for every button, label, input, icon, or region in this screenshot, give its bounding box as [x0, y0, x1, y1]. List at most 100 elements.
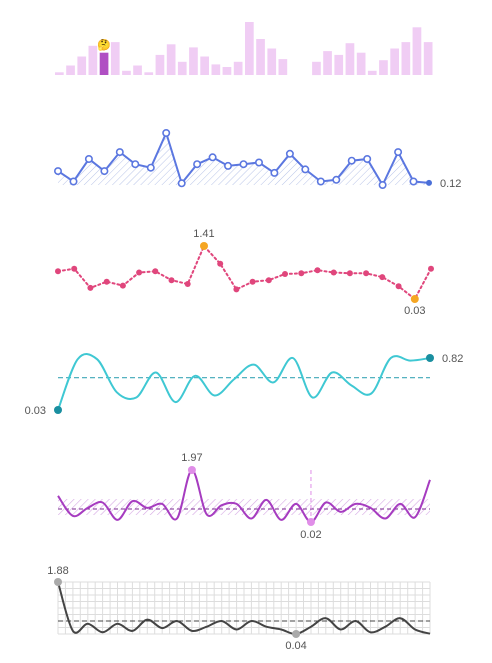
bar — [55, 72, 64, 75]
pink-dotted-sparkline: 1.41 0.03 — [55, 228, 434, 317]
pink-point — [168, 277, 175, 284]
purple-min-point — [306, 518, 315, 526]
bar — [267, 48, 277, 75]
bar — [345, 43, 355, 75]
bar — [77, 56, 87, 75]
pink-point — [233, 286, 240, 293]
bar — [144, 72, 154, 75]
gray-max-point — [54, 578, 62, 586]
blue-point — [224, 161, 233, 170]
pink-point — [71, 265, 78, 272]
gray-min-point — [292, 630, 301, 638]
blue-point — [131, 160, 140, 169]
blue-point — [363, 155, 372, 164]
pink-point — [298, 270, 305, 277]
pink-point — [363, 270, 370, 277]
pink-point — [282, 271, 288, 277]
pink-point — [395, 283, 402, 290]
gray-max-label: 1.88 — [47, 565, 68, 577]
pink-point — [379, 274, 386, 281]
blue-point — [100, 167, 109, 176]
bar — [189, 47, 198, 75]
pink-point — [152, 268, 159, 275]
pink-point — [314, 267, 321, 274]
blue-point — [146, 163, 155, 172]
purple-max-label: 1.97 — [181, 452, 202, 464]
bar — [312, 61, 321, 76]
bar — [222, 67, 232, 75]
pink-point — [87, 284, 94, 291]
bar — [177, 61, 187, 76]
cyan-smooth-sparkline: 0.03 0.82 — [25, 353, 464, 417]
gray-min-label: 0.04 — [285, 640, 306, 652]
bar — [66, 65, 75, 75]
purple-min-label: 0.02 — [300, 529, 321, 541]
pink-max-label: 1.41 — [193, 228, 214, 240]
pink-point — [184, 281, 191, 287]
pink-extreme-point — [200, 242, 208, 250]
bar-sparkline: 🤔 — [55, 22, 433, 76]
bar — [412, 27, 422, 75]
bar — [200, 56, 209, 75]
bar — [401, 42, 411, 75]
bar — [278, 59, 288, 75]
pink-min-label: 0.03 — [404, 305, 425, 317]
pink-point — [119, 282, 126, 289]
blue-point — [316, 177, 325, 186]
pink-point — [55, 268, 61, 275]
gray-grid-sparkline: 1.88 0.04 — [47, 565, 431, 652]
blue-point — [208, 153, 217, 162]
bar — [423, 42, 433, 75]
purple-max-point — [187, 466, 196, 474]
pink-point — [346, 270, 353, 277]
blue-point — [270, 168, 279, 177]
blue-point — [255, 158, 264, 167]
pink-point — [217, 260, 224, 267]
blue-point — [193, 160, 202, 169]
bar — [390, 48, 399, 75]
bar — [245, 22, 254, 75]
bar — [88, 45, 98, 75]
blue-point — [347, 156, 356, 165]
pink-point — [265, 277, 272, 284]
bar — [367, 70, 377, 75]
cyan-start-label: 0.03 — [25, 405, 46, 417]
pink-point — [428, 265, 434, 272]
cyan-start-point — [54, 406, 62, 414]
pink-point — [136, 269, 143, 276]
blue-point — [239, 160, 248, 169]
bar — [110, 42, 120, 75]
blue-end-label: 0.12 — [440, 178, 461, 190]
bar — [133, 65, 142, 75]
pink-point — [103, 278, 110, 285]
pink-dotted-line — [57, 244, 432, 301]
blue-point — [177, 179, 186, 188]
blue-point — [409, 177, 418, 186]
blue-point — [84, 155, 93, 164]
bar — [122, 70, 131, 75]
purple-band-sparkline: 1.97 0.02 — [57, 452, 431, 541]
highlighted-bar — [99, 52, 109, 75]
pink-extreme-point — [410, 295, 419, 303]
blue-area-fill — [58, 133, 429, 185]
blue-point — [53, 167, 62, 176]
bar — [334, 54, 344, 75]
cyan-end-label: 0.82 — [442, 353, 463, 365]
blue-point — [115, 148, 124, 157]
pink-point — [330, 269, 337, 276]
blue-point — [378, 181, 387, 190]
blue-point — [162, 129, 171, 138]
purple-line — [57, 468, 431, 523]
blue-end-point — [426, 179, 432, 186]
blue-point — [394, 148, 403, 157]
bar — [233, 61, 243, 76]
bar — [356, 52, 366, 75]
bar — [211, 64, 221, 75]
blue-point — [69, 177, 78, 186]
blue-line-sparkline: 0.12 — [53, 129, 461, 190]
bar — [256, 39, 265, 75]
pink-point — [249, 278, 256, 285]
bar — [323, 51, 332, 75]
blue-point — [332, 175, 341, 184]
